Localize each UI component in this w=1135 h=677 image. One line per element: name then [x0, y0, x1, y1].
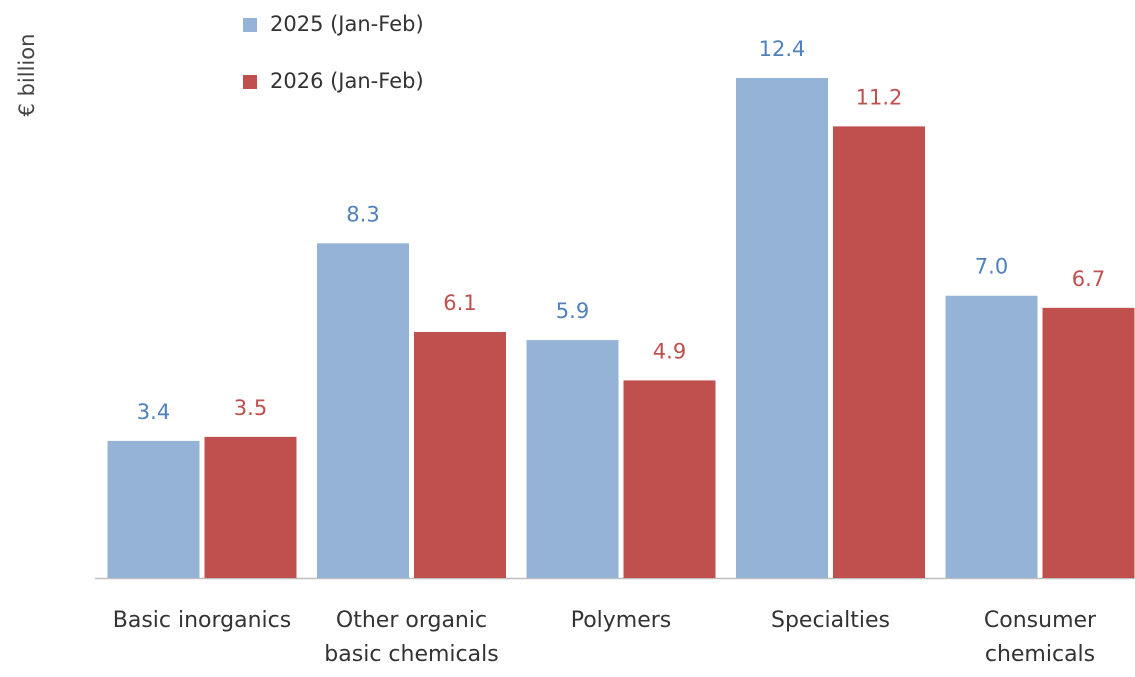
bar — [736, 78, 828, 578]
bar — [1042, 307, 1135, 578]
value-label: 5.9 — [556, 299, 589, 323]
bar — [107, 440, 200, 578]
value-label: 8.3 — [346, 202, 379, 226]
value-label: 4.9 — [653, 339, 686, 363]
x-tick-label: Consumer chemicals — [983, 608, 1097, 667]
legend-label: 2025 (Jan-Feb) — [270, 12, 424, 36]
x-tick-label: Basic inorganics — [112, 608, 292, 633]
bar — [317, 243, 409, 579]
value-label: 6.7 — [1072, 267, 1105, 291]
value-label: 7.0 — [975, 255, 1008, 279]
bar — [204, 436, 297, 578]
bar — [833, 126, 925, 579]
bar — [945, 295, 1038, 578]
bar — [623, 380, 716, 578]
x-tick-label: Polymers — [570, 608, 672, 633]
legend-label: 2026 (Jan-Feb) — [270, 69, 424, 93]
y-axis-label: € billion — [15, 34, 39, 117]
value-label: 6.1 — [443, 291, 476, 315]
x-tick-label: Other organic basic chemicals — [324, 608, 499, 667]
x-tick-label: Specialties — [770, 608, 890, 633]
value-label: 11.2 — [856, 85, 903, 109]
value-label: 3.5 — [234, 396, 267, 420]
value-label: 12.4 — [759, 37, 806, 61]
legend-swatch — [243, 75, 257, 89]
legend-swatch — [243, 18, 257, 32]
bar — [414, 332, 506, 578]
value-label: 3.4 — [137, 400, 170, 424]
bar — [526, 340, 619, 578]
